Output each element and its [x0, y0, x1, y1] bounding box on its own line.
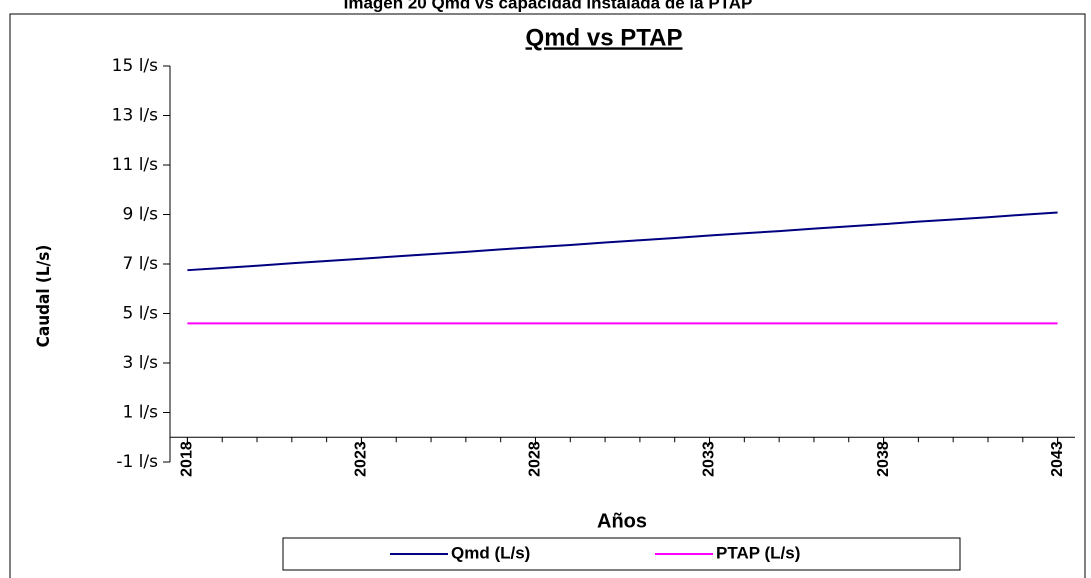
legend [282, 537, 961, 571]
y-tick-label: 7 l/s [122, 254, 158, 274]
y-tick-label: 9 l/s [122, 205, 158, 225]
legend-label: Qmd (L/s) [451, 543, 530, 562]
x-tick-label: 2023 [353, 441, 370, 477]
legend-label: PTAP (L/s) [716, 543, 800, 562]
x-axis-label: Años [597, 510, 647, 532]
x-tick-label: 2028 [527, 441, 544, 477]
x-tick-label: 2033 [701, 441, 718, 477]
y-tick-label: 13 l/s [112, 106, 158, 126]
y-axis-label: Caudal (L/s) [34, 245, 54, 348]
line-series [187, 211, 1058, 272]
y-tick-label: 1 l/s [122, 403, 158, 423]
caption: Imagen 20 Qmd vs capacidad instalada de … [344, 0, 753, 12]
x-tick-label: 2018 [179, 441, 196, 477]
y-tick-label: 5 l/s [122, 304, 158, 324]
y-tick-label: 15 l/s [112, 56, 158, 76]
y-tick-label: 3 l/s [122, 353, 158, 373]
x-tick-label: 2043 [1049, 441, 1066, 477]
chart-frame [9, 13, 1086, 578]
y-tick-label: -1 l/s [116, 452, 158, 472]
x-tick-label: 2038 [875, 441, 892, 477]
chart-title: Qmd vs PTAP [526, 24, 683, 51]
y-tick-label: 11 l/s [112, 155, 158, 175]
